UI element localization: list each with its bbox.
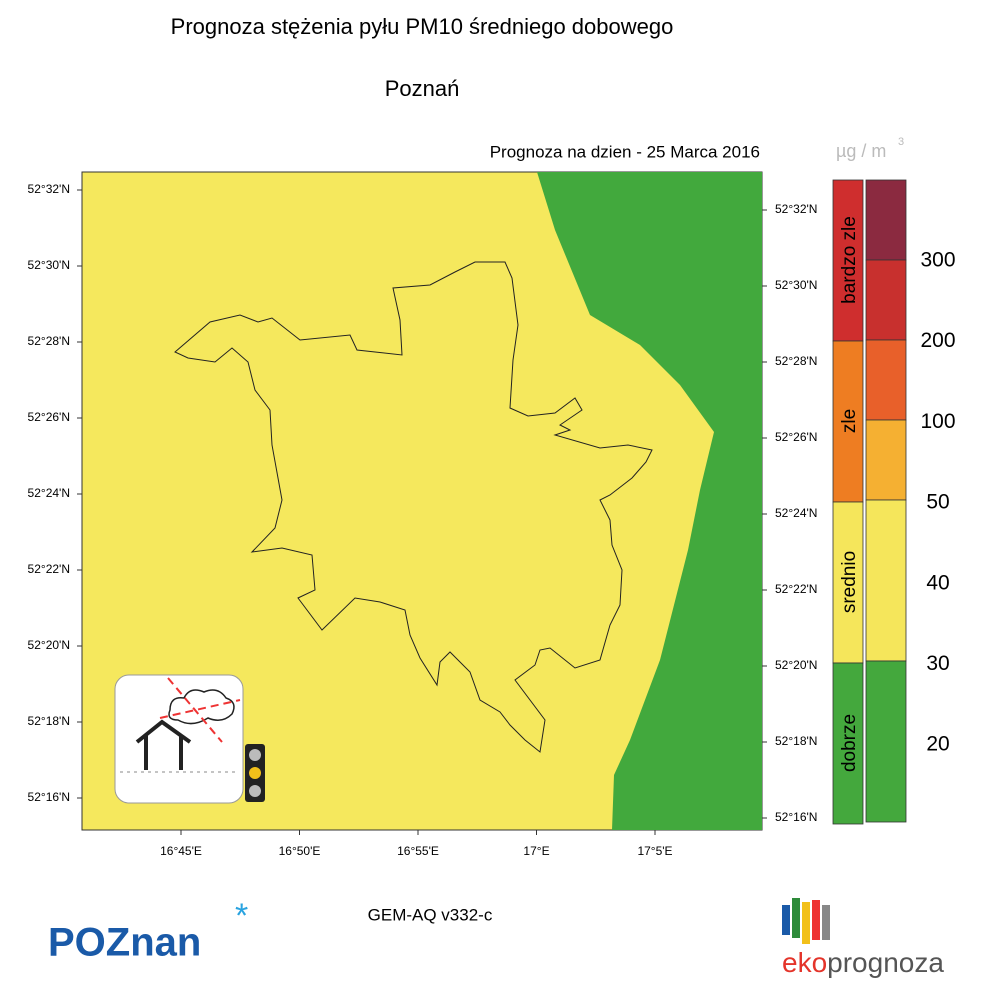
category-band bbox=[832, 501, 864, 664]
logo-eko: eko bbox=[782, 947, 827, 978]
logo-prognoza: prognoza bbox=[827, 947, 944, 978]
category-band bbox=[832, 340, 864, 503]
scale-band bbox=[865, 660, 907, 823]
cross-icon bbox=[159, 677, 241, 743]
lon-label: 17°5'E bbox=[637, 844, 672, 858]
category-label: zle bbox=[839, 409, 860, 433]
lat-label-right: 52°18'N bbox=[775, 734, 817, 748]
light-top bbox=[249, 749, 261, 761]
left-logo: POZnan bbox=[48, 921, 201, 965]
lat-label-left: 52°30'N bbox=[28, 258, 70, 272]
light-bottom bbox=[249, 785, 261, 797]
lat-label-right: 52°28'N bbox=[775, 354, 817, 368]
lat-label-left: 52°18'N bbox=[28, 714, 70, 728]
pollution-icon bbox=[114, 674, 265, 804]
lat-label-right: 52°26'N bbox=[775, 430, 817, 444]
lon-label: 17°E bbox=[523, 844, 549, 858]
title: Prognoza stężenia pyłu PM10 średniego do… bbox=[171, 14, 674, 39]
lat-label-left: 52°28'N bbox=[28, 334, 70, 348]
house-icon bbox=[135, 719, 192, 770]
scale-label: 100 bbox=[920, 410, 955, 433]
scale-band bbox=[865, 259, 907, 341]
lat-label-right: 52°20'N bbox=[775, 658, 817, 672]
scale-label: 50 bbox=[926, 491, 949, 514]
right-logo: ekoprognoza bbox=[782, 947, 944, 978]
lat-label-right: 52°32'N bbox=[775, 202, 817, 216]
scale-band bbox=[865, 179, 907, 261]
scale-band bbox=[865, 499, 907, 662]
legend: µg / m 3 bardzo zle zle srednio dobrze 300 20… bbox=[832, 136, 956, 825]
category-label: bardzo zle bbox=[839, 216, 860, 304]
scale-label: 30 bbox=[926, 652, 949, 675]
lat-label-left: 52°16'N bbox=[28, 790, 70, 804]
lat-label-left: 52°32'N bbox=[28, 182, 70, 196]
scale-band bbox=[865, 339, 907, 421]
lat-label-left: 52°22'N bbox=[28, 562, 70, 576]
scale-label: 40 bbox=[926, 571, 949, 594]
category-band bbox=[832, 662, 864, 825]
lat-label-left: 52°24'N bbox=[28, 486, 70, 500]
lat-label-left: 52°26'N bbox=[28, 410, 70, 424]
model-label: GEM-AQ v332-c bbox=[368, 905, 493, 924]
category-label: dobrze bbox=[839, 714, 860, 772]
scale-band bbox=[865, 419, 907, 501]
subtitle: Poznań bbox=[385, 76, 460, 101]
city-boundary bbox=[174, 261, 653, 753]
lat-label-right: 52°24'N bbox=[775, 506, 817, 520]
scale-label: 200 bbox=[920, 329, 955, 352]
lat-label-right: 52°22'N bbox=[775, 582, 817, 596]
light-mid bbox=[249, 767, 261, 779]
lon-label: 16°55'E bbox=[397, 844, 439, 858]
lon-label: 16°45'E bbox=[160, 844, 202, 858]
logo-star: * bbox=[235, 897, 248, 935]
category-label: srednio bbox=[839, 551, 860, 613]
unit-exponent: 3 bbox=[898, 136, 904, 148]
scale-label: 20 bbox=[926, 733, 949, 756]
right-logo-bars bbox=[782, 898, 830, 944]
lat-label-right: 52°16'N bbox=[775, 810, 817, 824]
scale-label: 300 bbox=[920, 249, 955, 272]
date-label: Prognoza na dzien - 25 Marca 2016 bbox=[490, 142, 760, 161]
unit: µg / m bbox=[836, 141, 886, 161]
zone-good bbox=[537, 172, 762, 830]
lat-label-right: 52°30'N bbox=[775, 278, 817, 292]
lon-label: 16°50'E bbox=[279, 844, 321, 858]
lat-label-left: 52°20'N bbox=[28, 638, 70, 652]
tick-marks bbox=[77, 189, 767, 835]
